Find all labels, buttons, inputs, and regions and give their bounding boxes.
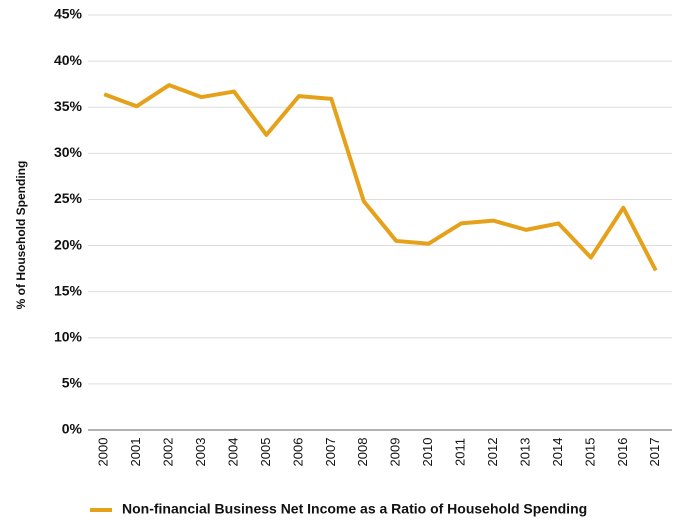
y-tick-label: 15% xyxy=(54,282,83,298)
x-tick-label: 2000 xyxy=(96,438,111,467)
x-tick-label: 2004 xyxy=(225,438,240,467)
y-tick-label: 25% xyxy=(54,190,83,206)
y-tick-label: 40% xyxy=(54,52,83,68)
x-tick-label: 2014 xyxy=(550,438,565,467)
y-tick-label: 10% xyxy=(54,328,83,344)
x-tick-label: 2003 xyxy=(193,438,208,467)
x-tick-label: 2017 xyxy=(647,438,662,467)
x-tick-label: 2008 xyxy=(355,438,370,467)
x-tick-label: 2006 xyxy=(290,438,305,467)
x-tick-label: 2005 xyxy=(258,438,273,467)
x-tick-label: 2010 xyxy=(420,438,435,467)
x-tick-label: 2015 xyxy=(582,438,597,467)
x-tick-label: 2007 xyxy=(323,438,338,467)
x-tick-label: 2001 xyxy=(128,438,143,467)
y-tick-label: 0% xyxy=(62,421,83,437)
y-tick-label: 5% xyxy=(62,375,83,391)
x-tick-label: 2012 xyxy=(485,438,500,467)
data-line xyxy=(103,83,658,272)
y-tick-label: 20% xyxy=(54,236,83,252)
x-tick-label: 2011 xyxy=(453,438,468,466)
legend-label: Non-financial Business Net Income as a R… xyxy=(122,501,587,517)
x-tick-label: 2013 xyxy=(517,438,532,467)
y-tick-label: 35% xyxy=(54,98,83,114)
x-tick-label: 2016 xyxy=(615,438,630,467)
x-tick-label: 2002 xyxy=(161,438,176,467)
y-tick-label: 45% xyxy=(54,6,83,22)
y-tick-label: 30% xyxy=(54,144,83,160)
y-axis-label: % of Household Spending xyxy=(14,161,28,310)
x-tick-label: 2009 xyxy=(388,438,403,467)
